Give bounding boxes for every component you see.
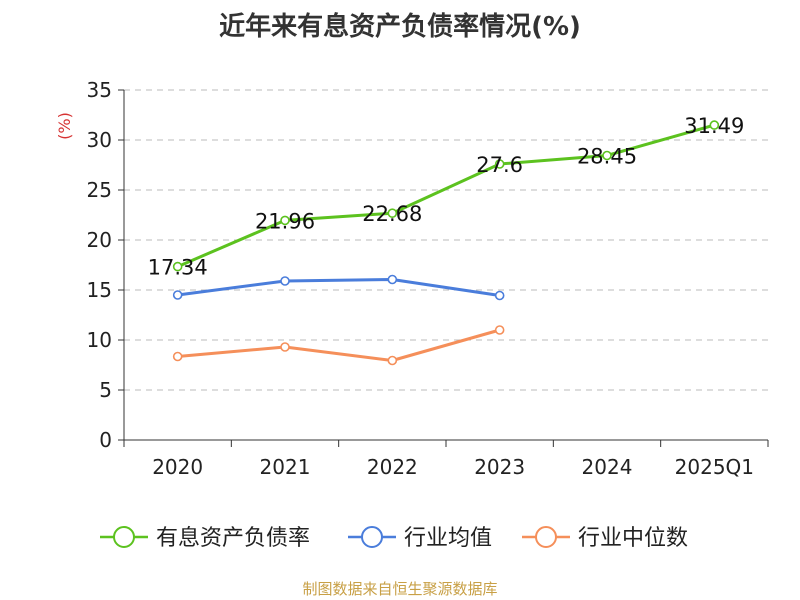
x-tick-label: 2025Q1 — [675, 455, 754, 479]
data-point — [709, 120, 720, 130]
legend-marker — [535, 526, 557, 548]
data-point — [172, 351, 183, 362]
data-point — [494, 325, 505, 335]
y-tick-label: 30 — [87, 128, 112, 152]
data-label: 27.6 — [476, 153, 523, 177]
x-tick-label: 2024 — [582, 455, 633, 479]
y-tick-label: 5 — [99, 378, 112, 402]
data-label: 28.45 — [577, 145, 637, 169]
data-point — [494, 290, 505, 301]
chart-title: 近年来有息资产负债率情况(%) — [219, 12, 581, 42]
legend-label: 行业均值 — [404, 526, 492, 551]
y-axis-label: (%) — [55, 112, 74, 140]
data-point — [280, 342, 290, 352]
data-label: 31.49 — [684, 114, 744, 138]
y-tick-label: 20 — [87, 228, 112, 252]
data-point — [494, 159, 505, 169]
axes: 0 5 10 15 20 25 30 35 (%) 2020 2021 2022 2023 2024 202… — [55, 78, 769, 479]
y-tick-label: 25 — [87, 178, 112, 202]
data-point — [280, 276, 290, 286]
x-tick-label: 2022 — [367, 455, 418, 479]
legend-marker — [361, 526, 383, 548]
series-lines — [172, 120, 720, 366]
source-note: 制图数据来自恒生聚源数据库 — [302, 580, 498, 598]
data-label: 22.68 — [362, 202, 422, 226]
series-line-0 — [177, 123, 715, 268]
data-point — [172, 290, 183, 300]
data-point — [387, 274, 398, 285]
y-tick-label: 35 — [87, 78, 112, 102]
data-point — [602, 150, 612, 161]
data-labels: 17.34 21.96 22.68 27.6 28.45 31.49 — [148, 114, 745, 280]
y-tick-label: 10 — [87, 328, 112, 352]
data-point — [172, 261, 183, 272]
y-tick-label: 15 — [87, 278, 112, 302]
data-label: 17.34 — [148, 256, 208, 280]
data-point — [387, 208, 398, 218]
x-tick-label: 2020 — [152, 455, 203, 479]
data-label: 21.96 — [255, 209, 315, 233]
legend: 有息资产负债率 行业均值 行业中位数 — [100, 526, 688, 551]
series-line-1 — [177, 278, 500, 297]
legend-label: 行业中位数 — [578, 526, 688, 551]
legend-marker — [113, 526, 135, 548]
data-point — [387, 355, 398, 366]
data-point — [280, 215, 290, 226]
y-tick-label: 0 — [99, 428, 112, 452]
legend-label: 有息资产负债率 — [156, 526, 310, 551]
series-line-2 — [177, 328, 501, 362]
x-tick-label: 2021 — [260, 455, 311, 479]
x-tick-label: 2023 — [474, 455, 525, 479]
